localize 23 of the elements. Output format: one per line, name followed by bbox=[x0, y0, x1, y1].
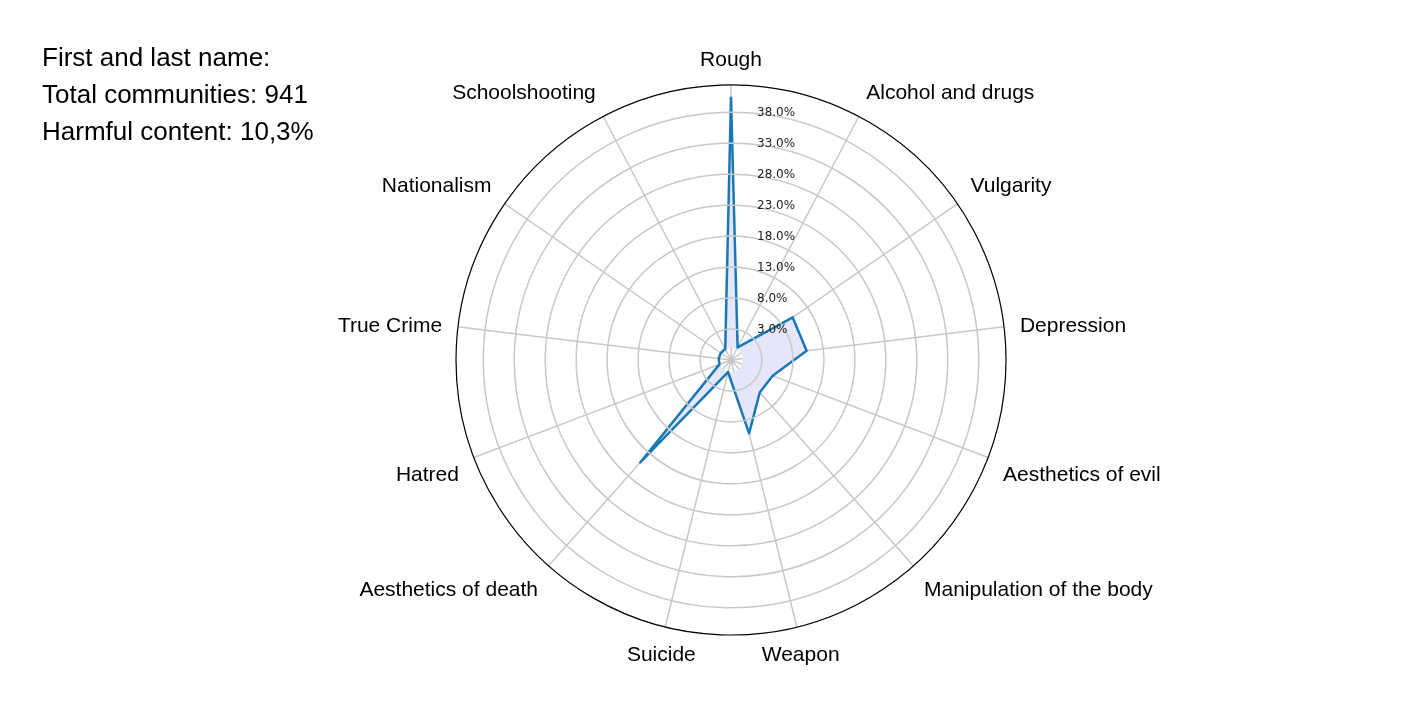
spoke-label: Nationalism bbox=[381, 172, 492, 196]
y-tick-label: 13.0% bbox=[757, 260, 796, 275]
y-tick-label: 28.0% bbox=[757, 167, 796, 182]
spoke-label: Aesthetics of death bbox=[359, 576, 539, 600]
text: First and last name: bbox=[42, 42, 271, 72]
spoke-label: True Crime bbox=[337, 313, 443, 337]
text: Total communities: 941 bbox=[42, 79, 308, 109]
spoke-label: Aesthetics of evil bbox=[1003, 462, 1161, 486]
spoke-label: Schoolshooting bbox=[452, 80, 596, 104]
y-tick-label: 23.0% bbox=[757, 198, 796, 213]
y-tick-label: 33.0% bbox=[757, 136, 796, 151]
y-tick-label: 8.0% bbox=[757, 291, 788, 306]
spoke-label: Alcohol and drugs bbox=[866, 80, 1035, 104]
spoke-label: Depression bbox=[1019, 313, 1127, 337]
spoke-label: Manipulation of the body bbox=[923, 576, 1154, 600]
text: Harmful content: 10,3% bbox=[42, 116, 314, 146]
spoke-label: Weapon bbox=[761, 641, 840, 665]
spoke-label: Hatred bbox=[395, 462, 459, 486]
y-tick-label: 38.0% bbox=[757, 105, 796, 120]
y-tick-label: 18.0% bbox=[757, 229, 796, 244]
spoke-label: Vulgarity bbox=[970, 172, 1052, 196]
spoke-label: Rough bbox=[700, 47, 762, 70]
spoke-label: Suicide bbox=[626, 641, 696, 665]
